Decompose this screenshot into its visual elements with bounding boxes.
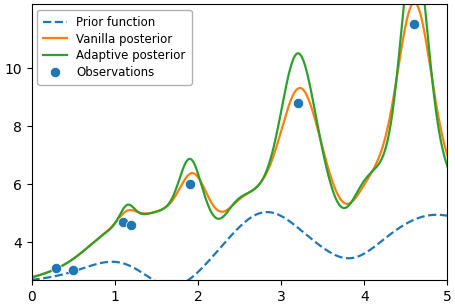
Line: Prior function: Prior function bbox=[31, 212, 446, 286]
Prior function bbox=[71, 270, 76, 273]
Vanilla posterior bbox=[29, 276, 34, 279]
Vanilla posterior bbox=[352, 196, 358, 199]
Prior function bbox=[212, 252, 217, 256]
Vanilla posterior bbox=[212, 205, 217, 209]
Prior function bbox=[168, 284, 174, 288]
Vanilla posterior bbox=[410, 1, 416, 4]
Prior function bbox=[353, 255, 359, 259]
Adaptive posterior bbox=[71, 257, 76, 260]
Observations bbox=[119, 220, 126, 225]
Adaptive posterior bbox=[360, 180, 365, 184]
Observations bbox=[410, 22, 417, 27]
Prior function bbox=[444, 214, 449, 217]
Vanilla posterior bbox=[197, 178, 202, 182]
Line: Adaptive posterior: Adaptive posterior bbox=[31, 0, 446, 278]
Prior function bbox=[264, 210, 269, 214]
Adaptive posterior bbox=[212, 215, 217, 219]
Prior function bbox=[314, 242, 320, 246]
Vanilla posterior bbox=[71, 257, 76, 260]
Observations bbox=[69, 267, 76, 272]
Vanilla posterior bbox=[313, 125, 319, 129]
Prior function bbox=[29, 278, 34, 282]
Line: Vanilla posterior: Vanilla posterior bbox=[31, 2, 446, 278]
Prior function bbox=[361, 252, 366, 255]
Vanilla posterior bbox=[360, 184, 365, 188]
Adaptive posterior bbox=[444, 164, 449, 168]
Vanilla posterior bbox=[444, 154, 449, 157]
Observations bbox=[186, 182, 193, 187]
Observations bbox=[293, 100, 301, 105]
Legend: Prior function, Vanilla posterior, Adaptive posterior, Observations: Prior function, Vanilla posterior, Adapt… bbox=[37, 10, 191, 84]
Prior function bbox=[197, 268, 202, 272]
Adaptive posterior bbox=[352, 193, 358, 197]
Adaptive posterior bbox=[197, 177, 202, 181]
Adaptive posterior bbox=[29, 276, 34, 279]
Observations bbox=[127, 222, 135, 227]
Adaptive posterior bbox=[313, 121, 319, 124]
Observations bbox=[53, 266, 60, 271]
